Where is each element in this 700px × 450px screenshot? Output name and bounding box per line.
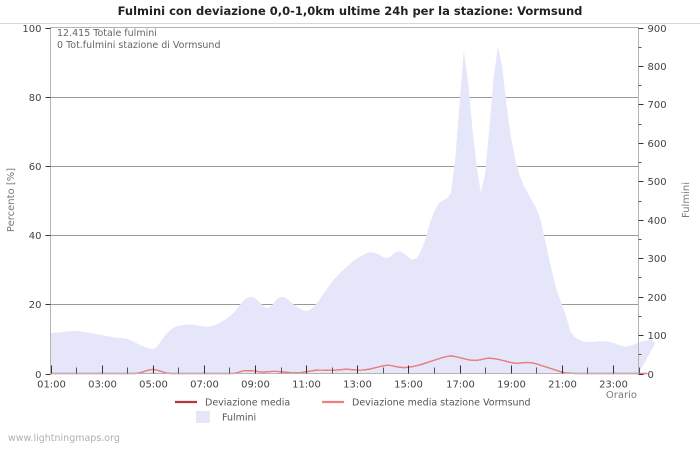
watermark: www.lightningmaps.org [8, 433, 120, 444]
deviation-line-series [49, 355, 648, 375]
x-tick-label: 05:00 [139, 380, 168, 391]
page-title: Fulmini con deviazione 0,0-1,0km ultime … [118, 4, 583, 18]
x-axis-title: Orario [606, 390, 637, 401]
x-tick-label: 19:00 [497, 380, 526, 391]
y-right-tick-label: 200 [648, 293, 667, 304]
x-tick-label: 13:00 [343, 380, 372, 391]
x-tick-label: 03:00 [88, 380, 117, 391]
chart-title-group: Fulmini con deviazione 0,0-1,0km ultime … [0, 4, 700, 24]
legend-label: Deviazione media [205, 398, 290, 409]
area-series-0 [50, 46, 656, 374]
legend-swatch-area [196, 411, 210, 423]
y-axis-left: 0 20 40 60 80 100 [22, 24, 51, 381]
annotation-total-strokes: 12.415 Totale fulmini [57, 28, 157, 39]
y-axis-right: 0 100 200 300 400 500 600 700 800 900 [638, 24, 667, 381]
y-right-tick-label: 0 [648, 370, 654, 381]
x-tick-label: 09:00 [241, 380, 270, 391]
y-axis-left-title: Percento [%] [6, 168, 17, 232]
x-tick-label: 15:00 [394, 380, 423, 391]
y-right-tick-label: 900 [648, 24, 667, 35]
y-axis-right-title: Fulmini [681, 182, 692, 218]
y-left-tick-label: 0 [35, 370, 41, 381]
y-right-tick-label: 800 [648, 62, 667, 73]
x-tick-label: 21:00 [548, 380, 577, 391]
y-left-tick-label: 60 [29, 162, 42, 173]
y-right-tick-label: 500 [648, 177, 667, 188]
y-right-tick-label: 300 [648, 254, 667, 265]
legend-label: Fulmini [222, 413, 256, 424]
y-left-tick-label: 100 [22, 24, 41, 35]
y-left-tick-label: 80 [29, 93, 42, 104]
y-left-tick-label: 20 [29, 300, 42, 311]
line-series-2 [49, 355, 648, 375]
plot-frame [50, 27, 639, 374]
annotation-box: 12.415 Totale fulmini 0 Tot.fulmini staz… [57, 28, 221, 51]
x-tick-label: 07:00 [190, 380, 219, 391]
x-tick-label: 23:00 [599, 380, 628, 391]
y-right-tick-label: 700 [648, 100, 667, 111]
x-tick-label: 11:00 [292, 380, 321, 391]
x-tick-label: 17:00 [446, 380, 475, 391]
y-right-tick-label: 400 [648, 216, 667, 227]
y-right-tick-label: 100 [648, 331, 667, 342]
chart-legend: Deviazione media Deviazione media stazion… [175, 398, 531, 424]
legend-label: Deviazione media stazione Vormsund [352, 398, 531, 409]
y-left-tick-label: 40 [29, 231, 42, 242]
x-tick-label: 01:00 [37, 380, 66, 391]
strokes-area-series [50, 46, 656, 374]
x-axis: 01:00 03:00 05:00 07:00 09:00 11:00 13:00 15:00… [37, 365, 640, 391]
annotation-station-strokes: 0 Tot.fulmini stazione di Vormsund [57, 40, 221, 51]
y-right-tick-label: 600 [648, 139, 667, 150]
